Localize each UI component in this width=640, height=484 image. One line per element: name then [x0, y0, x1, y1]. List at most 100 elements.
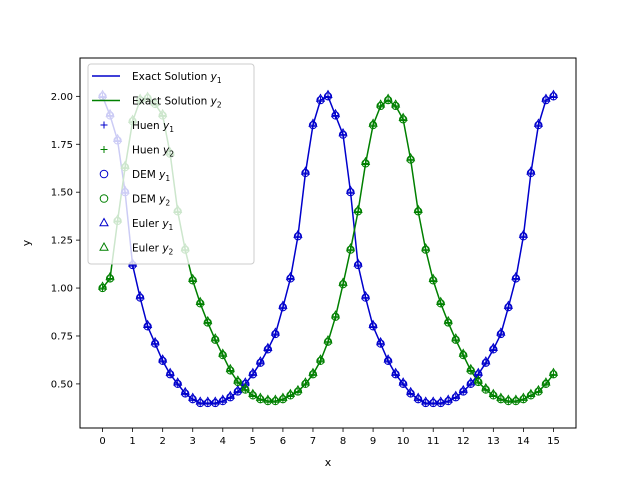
- huen-marker-y1: [174, 380, 182, 388]
- euler-marker-y2: [315, 354, 326, 363]
- euler-marker-y1: [466, 377, 476, 386]
- huen-marker-y1: [196, 399, 204, 407]
- huen-marker-y1: [534, 121, 542, 129]
- euler-marker-y1: [315, 93, 326, 102]
- huen-marker-y2: [527, 391, 535, 399]
- y-tick-label: 0.75: [51, 331, 73, 342]
- euler-marker-y1: [390, 367, 401, 376]
- euler-marker-y1: [278, 300, 288, 309]
- euler-marker-y1: [218, 394, 228, 403]
- euler-marker-y2: [270, 394, 281, 403]
- x-tick-label: 13: [487, 436, 500, 447]
- huen-marker-y2: [422, 246, 430, 254]
- euler-marker-y2: [97, 281, 108, 290]
- huen-marker-y1: [279, 303, 287, 311]
- huen-marker-y1: [444, 397, 452, 405]
- huen-marker-y1: [407, 389, 415, 397]
- euler-marker-y2: [473, 375, 483, 384]
- x-tick-label: 7: [310, 436, 316, 447]
- legend-label: DEM y2: [132, 194, 170, 208]
- euler-marker-y1: [255, 356, 266, 365]
- huen-marker-y2: [106, 274, 114, 282]
- huen-marker-y2: [489, 391, 497, 399]
- euler-marker-y1: [300, 166, 311, 175]
- huen-marker-y2: [347, 246, 355, 254]
- euler-marker-y2: [248, 388, 258, 398]
- huen-marker-y1: [414, 395, 422, 403]
- huen-marker-y2: [354, 207, 362, 215]
- euler-marker-y1: [503, 300, 514, 309]
- huen-marker-y1: [271, 330, 279, 338]
- legend-label: Euler y1: [132, 218, 174, 232]
- euler-marker-y1: [285, 271, 296, 281]
- huen-marker-y2: [512, 397, 520, 405]
- huen-marker-y1: [369, 322, 377, 330]
- euler-marker-y1: [383, 354, 393, 363]
- huen-marker-y2: [392, 102, 400, 110]
- huen-marker-y1: [422, 399, 430, 407]
- legend-label: Euler y2: [132, 243, 174, 257]
- x-tick-label: 9: [370, 436, 376, 447]
- huen-marker-y2: [271, 397, 279, 405]
- huen-marker-y2: [226, 366, 234, 374]
- euler-marker-y2: [533, 384, 544, 394]
- huen-marker-y1: [392, 370, 400, 378]
- huen-marker-y1: [226, 393, 234, 401]
- y-tick-label: 1.25: [51, 236, 73, 247]
- euler-marker-y1: [240, 377, 250, 386]
- euler-marker-y2: [458, 348, 468, 357]
- euler-marker-y2: [375, 99, 386, 108]
- euler-marker-y1: [293, 229, 303, 238]
- x-tick-label: 14: [517, 436, 530, 447]
- huen-marker-y2: [301, 380, 309, 388]
- y-axis-ticks: 0.50 0.75 1.00 1.25 1.50 1.75 2.00: [51, 92, 80, 390]
- legend-label: Huen y1: [132, 120, 174, 134]
- euler-marker-y1: [488, 342, 498, 351]
- euler-marker-y2: [413, 204, 423, 213]
- euler-marker-y2: [308, 367, 318, 376]
- euler-marker-y2: [548, 367, 559, 376]
- huen-marker-y2: [399, 115, 407, 123]
- huen-marker-y2: [534, 388, 542, 396]
- huen-marker-y1: [204, 399, 212, 407]
- legend-handle-circle: [99, 169, 109, 179]
- huen-marker-y2: [497, 395, 505, 403]
- huen-marker-y1: [354, 261, 362, 269]
- huen-marker-y2: [249, 391, 257, 399]
- euler-marker-y2: [353, 204, 363, 213]
- euler-marker-y1: [165, 367, 175, 376]
- x-tick-label: 8: [340, 436, 346, 447]
- euler-marker-y1: [436, 396, 446, 405]
- huen-marker-y2: [437, 299, 445, 307]
- legend: Exact Solution y1 Exact Solution y2 Huen y…: [87, 63, 255, 265]
- huen-marker-y2: [211, 336, 219, 344]
- legend-label: DEM y1: [132, 169, 170, 183]
- huen-marker-y2: [474, 378, 482, 386]
- euler-marker-y2: [421, 242, 431, 252]
- euler-marker-y2: [255, 392, 266, 401]
- y-tick-label: 1.75: [51, 140, 73, 151]
- huen-marker-y1: [489, 345, 497, 353]
- euler-marker-y2: [436, 296, 446, 305]
- euler-marker-y2: [263, 394, 273, 403]
- huen-marker-y1: [249, 370, 257, 378]
- huen-marker-y1: [159, 357, 167, 365]
- euler-marker-y2: [105, 271, 115, 281]
- x-axis-label: x: [325, 456, 332, 469]
- huen-marker-y1: [512, 274, 520, 282]
- huen-marker-y2: [196, 299, 204, 307]
- euler-marker-y1: [173, 377, 183, 386]
- euler-marker-y1: [541, 93, 551, 102]
- huen-marker-y2: [241, 386, 249, 394]
- huen-marker-y1: [452, 393, 460, 401]
- euler-marker-y2: [293, 384, 303, 394]
- euler-marker-y1: [308, 118, 318, 127]
- euler-marker-y1: [180, 386, 190, 396]
- euler-marker-y1: [398, 377, 408, 386]
- huen-marker-y2: [309, 370, 317, 378]
- huen-marker-y2: [384, 96, 392, 104]
- huen-marker-y2: [204, 319, 212, 327]
- euler-marker-y2: [518, 392, 529, 401]
- huen-marker-y1: [429, 399, 437, 407]
- huen-marker-y2: [362, 159, 370, 167]
